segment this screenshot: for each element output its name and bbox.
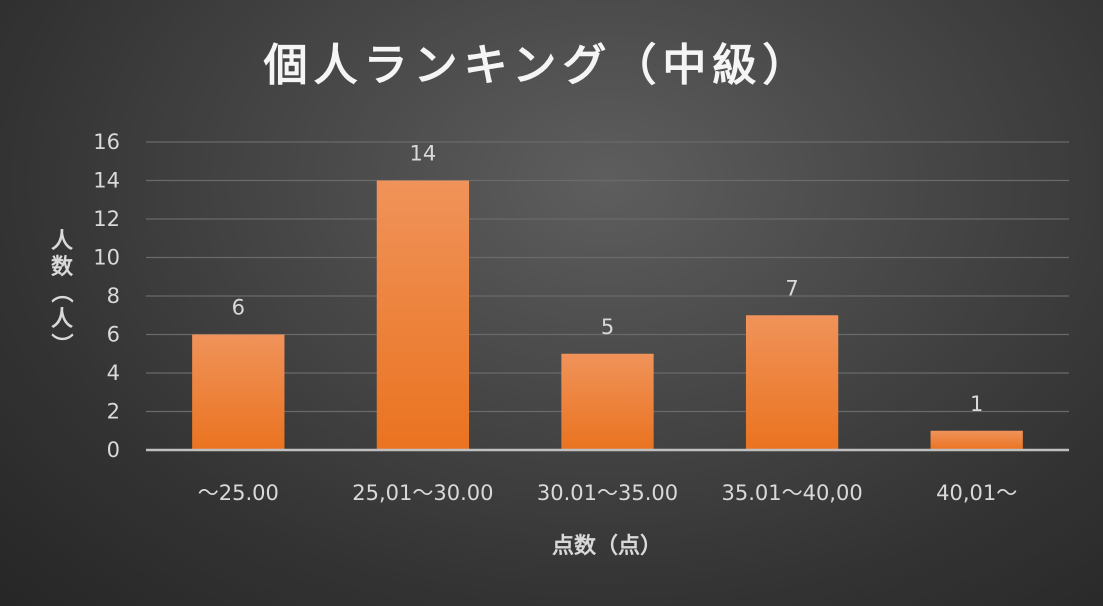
data-labels: 6 14 5 7 1 [232,142,984,416]
x-tick-label: 25,01～30.00 [352,481,493,505]
y-tick-label: 14 [93,169,120,193]
y-tick-label: 12 [93,207,120,231]
y-tick-label: 16 [93,130,120,154]
y-tick-label: 8 [107,284,120,308]
x-axis-title: 点数（点） [552,533,662,559]
x-tick-label: 30.01～35.00 [537,481,678,505]
y-tick-label: 4 [107,361,120,385]
y-axis-title: 人数（人） [48,229,74,355]
y-axis-title-char: 人 [51,229,73,254]
x-tick-label: 35.01～40,00 [721,481,862,505]
bar [930,430,1023,450]
y-tick-label: 2 [107,400,120,424]
y-tick-label: 0 [107,438,120,462]
chart-title: 個人ランキング（中級） [263,40,813,91]
x-tick-labels: ～25.00 25,01～30.00 30.01～35.00 35.01～40,00 4… [198,481,1018,505]
data-label: 5 [601,315,614,339]
bar [561,353,654,450]
y-axis-title-char: ） [48,333,73,355]
y-tick-label: 6 [107,323,120,347]
data-label: 7 [785,276,798,300]
gridlines [146,141,1069,413]
y-axis-title-char: （ [48,281,73,303]
x-tick-label: ～25.00 [198,481,279,505]
bar [192,334,285,450]
bar [745,315,839,450]
data-label: 6 [232,296,245,320]
y-axis-title-char: 数 [51,254,74,280]
bar [376,180,470,450]
y-tick-labels: 0 2 4 6 8 10 12 14 16 [93,130,120,462]
data-label: 14 [410,142,437,166]
bars [192,180,1023,450]
y-tick-label: 10 [93,246,120,270]
y-axis-title-char: 人 [51,307,73,332]
data-label: 1 [970,392,983,416]
x-tick-label: 40,01～ [936,481,1017,505]
